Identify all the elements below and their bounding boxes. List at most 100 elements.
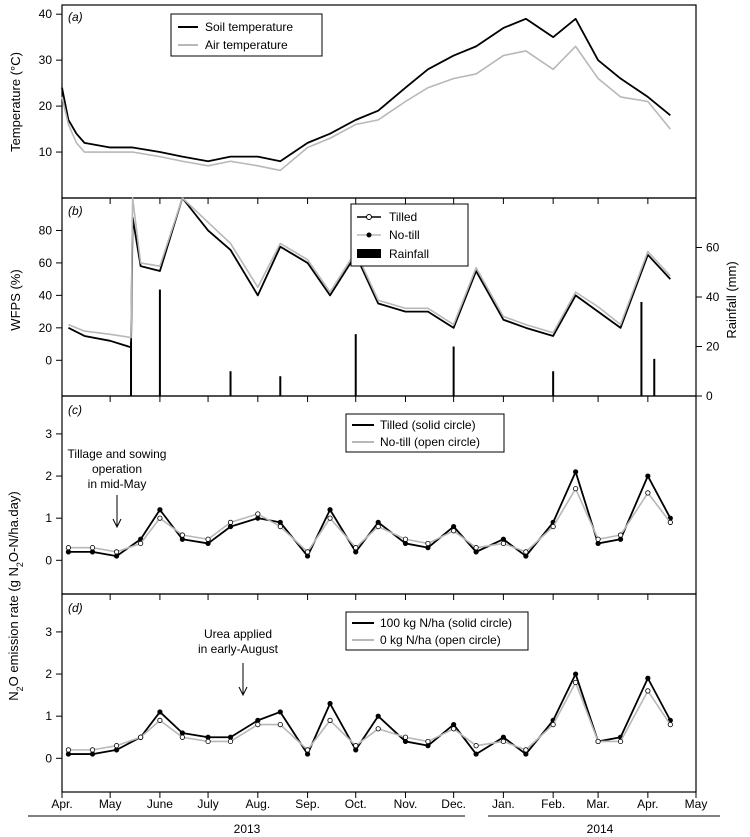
point-p3-s1-3 bbox=[138, 734, 144, 740]
y-tick-label-p3-1: 1 bbox=[45, 709, 52, 723]
point-p2-s1-24 bbox=[645, 490, 651, 496]
series-line-p2-s1 bbox=[68, 487, 671, 553]
x-month-label-2: June bbox=[147, 797, 173, 811]
point-p3-s1-25 bbox=[667, 721, 673, 728]
x-month-label-5: Sep. bbox=[295, 797, 320, 811]
point-p3-s1-9 bbox=[277, 721, 283, 728]
point-p2-s0-23 bbox=[617, 536, 624, 542]
x-month-label-10: Feb. bbox=[541, 797, 565, 811]
legend-a: Soil temperature Air temperature bbox=[170, 13, 323, 57]
x-month-label-0: Apr. bbox=[51, 797, 72, 811]
y2-tick-label-p1-0: 0 bbox=[706, 389, 713, 403]
point-p3-s1-19 bbox=[523, 747, 529, 753]
point-p2-s1-7 bbox=[227, 519, 234, 525]
point-p3-s0-21 bbox=[573, 671, 579, 677]
point-p2-s0-7 bbox=[227, 523, 234, 530]
point-p3-s1-14 bbox=[402, 734, 409, 740]
y2-tick-label-p1-1: 20 bbox=[706, 340, 720, 354]
y-tick-label-p1-1: 20 bbox=[39, 321, 53, 335]
point-p2-s0-24 bbox=[645, 473, 651, 479]
annotation-c-line2: operation bbox=[92, 462, 142, 476]
data-layer bbox=[61, 17, 673, 757]
point-p2-s1-12 bbox=[353, 545, 359, 551]
legend-d-0kg-label: 0 kg N/ha (open circle) bbox=[380, 633, 501, 647]
y-tick-label-p3-0: 0 bbox=[45, 751, 52, 765]
point-p3-s0-7 bbox=[227, 734, 234, 740]
point-p3-s1-0 bbox=[65, 747, 72, 753]
point-p3-s1-6 bbox=[205, 738, 211, 745]
y-tick-label-p0-1: 20 bbox=[39, 99, 53, 113]
legend-b-rainfall-swatch bbox=[357, 249, 381, 258]
y2-tick-label-p1-3: 60 bbox=[706, 241, 720, 255]
point-p2-s1-6 bbox=[205, 536, 211, 542]
series-line-p3-s1 bbox=[68, 681, 671, 751]
point-p2-s0-22 bbox=[595, 540, 601, 547]
point-p2-s0-9 bbox=[277, 519, 283, 525]
point-p2-s0-17 bbox=[473, 549, 479, 555]
point-p2-s1-10 bbox=[304, 549, 311, 555]
legend-c-box bbox=[345, 413, 505, 453]
rain-bar-6 bbox=[552, 371, 555, 396]
point-p3-s1-4 bbox=[157, 717, 163, 723]
y-tick-label-p0-3: 40 bbox=[39, 7, 53, 21]
y-tick-label-p1-0: 0 bbox=[45, 353, 52, 367]
point-p3-s0-4 bbox=[157, 709, 163, 715]
year-2014-label: 2014 bbox=[587, 822, 614, 836]
point-p2-s1-23 bbox=[617, 532, 624, 538]
rain-bar-1 bbox=[158, 289, 161, 396]
rain-bar-3 bbox=[279, 376, 282, 396]
legend-b-notill-marker bbox=[366, 232, 372, 238]
annotation-c: Tillage and sowing operation in mid-May bbox=[68, 447, 166, 529]
point-p2-s1-25 bbox=[667, 519, 673, 525]
rain-bar-2 bbox=[229, 371, 232, 396]
series-line-p0-s0 bbox=[61, 17, 671, 163]
n2o-ylabel: N2O emission rate (g N2O-N/ha.day) bbox=[6, 491, 25, 700]
point-p3-s0-17 bbox=[473, 751, 479, 757]
x-month-label-12: Apr. bbox=[637, 797, 658, 811]
point-p3-s0-14 bbox=[402, 738, 409, 745]
panel-d-letter: (d) bbox=[68, 601, 83, 615]
y-tick-label-p2-1: 1 bbox=[45, 511, 52, 525]
point-p2-s0-21 bbox=[573, 469, 579, 475]
point-p2-s0-18 bbox=[500, 536, 506, 542]
y-tick-label-p2-3: 3 bbox=[45, 427, 52, 441]
point-p3-s1-16 bbox=[451, 726, 457, 732]
point-p3-s0-16 bbox=[451, 721, 457, 728]
rain-bar-7 bbox=[640, 301, 643, 396]
x-month-label-11: Mar. bbox=[586, 797, 609, 811]
point-p2-s1-11 bbox=[327, 515, 333, 521]
point-p3-s0-13 bbox=[375, 713, 381, 719]
point-p3-s1-8 bbox=[255, 721, 261, 728]
y-tick-label-p0-0: 10 bbox=[39, 145, 53, 159]
panel-b-letter: (b) bbox=[68, 204, 83, 218]
point-p2-s0-1 bbox=[89, 549, 96, 555]
point-p3-s1-11 bbox=[327, 717, 333, 723]
point-p3-s1-2 bbox=[113, 743, 120, 749]
point-p2-s1-13 bbox=[375, 523, 381, 530]
y-tick-label-p1-3: 60 bbox=[39, 256, 53, 270]
series-line-p2-s0 bbox=[68, 470, 672, 557]
annotation-d: Urea applied in early-August bbox=[198, 627, 279, 697]
legend-d: 100 kg N/ha (solid circle) 0 kg N/ha (op… bbox=[345, 611, 529, 651]
rain-bar-4 bbox=[354, 334, 357, 396]
x-month-label-8: Dec. bbox=[441, 797, 466, 811]
rain-bar-8 bbox=[653, 358, 656, 396]
point-p2-s1-15 bbox=[425, 540, 431, 547]
point-p3-s0-18 bbox=[500, 734, 506, 740]
axes-layer: Apr. May June July Aug. Sep. Oct. Nov. Dec. Jan. F… bbox=[39, 7, 720, 811]
point-p2-s0-11 bbox=[327, 507, 333, 513]
point-p2-s0-10 bbox=[304, 553, 311, 559]
x-month-label-3: July bbox=[197, 797, 218, 811]
point-p2-s0-0 bbox=[65, 549, 72, 555]
point-p2-s1-9 bbox=[277, 523, 283, 530]
point-p2-s1-4 bbox=[157, 515, 163, 521]
legend-d-100kg-label: 100 kg N/ha (solid circle) bbox=[380, 616, 512, 630]
point-p3-s1-17 bbox=[473, 743, 479, 749]
point-p2-s1-17 bbox=[473, 545, 479, 551]
panel-c-letter: (c) bbox=[68, 403, 82, 417]
annotation-c-arrow-head bbox=[112, 518, 122, 529]
point-p2-s1-14 bbox=[402, 536, 409, 542]
x-month-label-4: Aug. bbox=[245, 797, 270, 811]
point-p3-s0-2 bbox=[113, 747, 120, 753]
series-line-p1-s0 bbox=[68, 197, 671, 349]
